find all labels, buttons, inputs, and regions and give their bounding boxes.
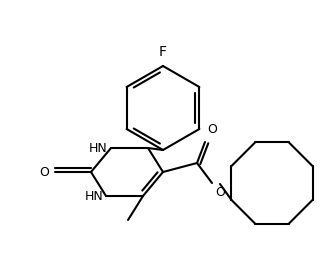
Text: HN: HN [89, 141, 108, 154]
Text: O: O [215, 186, 225, 199]
Text: HN: HN [84, 189, 103, 203]
Text: O: O [39, 165, 49, 179]
Text: F: F [159, 45, 167, 59]
Text: O: O [207, 123, 217, 136]
